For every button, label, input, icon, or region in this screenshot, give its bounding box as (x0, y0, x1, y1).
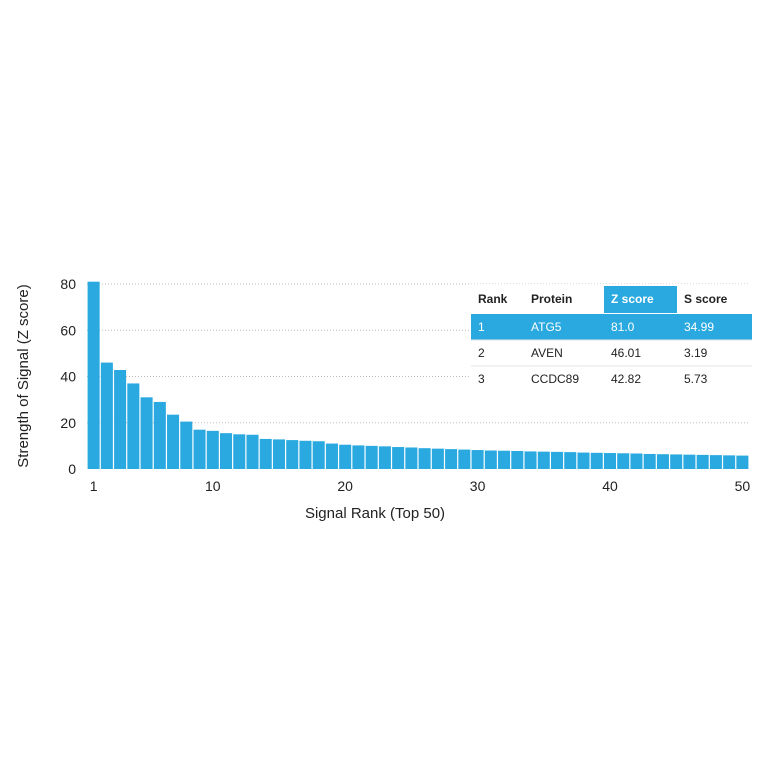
table-cell: 5.73 (684, 372, 708, 386)
x-axis-title: Signal Rank (Top 50) (305, 505, 445, 522)
bar-rank-39 (590, 452, 603, 469)
bar-rank-49 (723, 455, 736, 469)
bar-rank-20 (339, 444, 352, 469)
x-tick-labels: 1 10 20 30 40 50 (90, 478, 751, 494)
bar-rank-21 (352, 445, 365, 469)
top-hits-table: Rank Protein Z score S score 1 ATG5 81.0 34.99 2… (471, 284, 752, 394)
header-highlight (604, 286, 677, 313)
table-cell: 1 (478, 320, 485, 334)
bar-rank-45 (670, 454, 683, 469)
x-tick-label: 1 (90, 478, 98, 494)
bar-rank-47 (696, 454, 709, 469)
bar-rank-12 (233, 434, 246, 469)
bar-rank-36 (551, 451, 564, 469)
table-header-protein: Protein (531, 292, 572, 306)
y-tick-label: 60 (60, 322, 76, 338)
bar-rank-2 (100, 362, 113, 469)
table-cell: AVEN (531, 346, 563, 360)
bar-rank-48 (709, 455, 722, 469)
bar-rank-24 (392, 447, 405, 469)
bar-rank-18 (312, 441, 325, 469)
bar-rank-35 (537, 451, 550, 469)
bar-rank-31 (484, 450, 497, 469)
table-cell: 42.82 (611, 372, 641, 386)
bar-rank-7 (167, 414, 180, 469)
bar-rank-38 (577, 452, 590, 469)
bar-rank-37 (564, 452, 577, 469)
table-header-z-score: Z score (611, 292, 654, 306)
table-cell: 46.01 (611, 346, 641, 360)
bar-rank-5 (140, 397, 153, 469)
bar-rank-44 (656, 454, 669, 469)
bar-rank-10 (206, 430, 219, 469)
x-tick-label: 40 (602, 478, 618, 494)
bar-rank-27 (431, 448, 444, 469)
bar-rank-3 (114, 369, 127, 469)
bar-rank-22 (365, 445, 378, 469)
x-tick-label: 50 (735, 478, 751, 494)
bar-rank-8 (180, 421, 193, 469)
table-cell: 81.0 (611, 320, 635, 334)
table-cell: 34.99 (684, 320, 714, 334)
bar-rank-34 (524, 451, 537, 469)
bar-rank-6 (153, 401, 166, 469)
y-tick-label: 20 (60, 415, 76, 431)
bars (87, 281, 749, 469)
y-tick-label: 0 (68, 461, 76, 477)
bar-rank-42 (630, 453, 643, 469)
table-cell: ATG5 (531, 320, 562, 334)
highlight-row (471, 314, 752, 340)
bar-rank-33 (511, 450, 524, 469)
bar-rank-43 (643, 453, 656, 469)
table-cell: CCDC89 (531, 372, 579, 386)
bar-rank-30 (471, 450, 484, 469)
bar-rank-13 (246, 434, 259, 469)
y-tick-labels: 0 20 40 60 80 (60, 276, 76, 477)
gridlines (87, 283, 749, 424)
bar-rank-11 (220, 433, 233, 469)
bar-rank-25 (405, 447, 418, 469)
bar-rank-50 (736, 455, 749, 469)
y-axis-title: Strength of Signal (Z score) (15, 284, 32, 467)
bar-rank-19 (325, 443, 338, 469)
bar-rank-46 (683, 454, 696, 469)
table-header-rank: Rank (478, 292, 508, 306)
bar-rank-23 (378, 446, 391, 469)
bar-rank-17 (299, 440, 312, 469)
bar-rank-14 (259, 438, 272, 469)
table-cell: 3.19 (684, 346, 708, 360)
bar-rank-9 (193, 429, 206, 469)
x-tick-label: 10 (205, 478, 221, 494)
bar-rank-15 (272, 439, 285, 469)
bar-rank-4 (127, 383, 140, 469)
bar-rank-28 (445, 449, 458, 469)
table-cell: 2 (478, 346, 485, 360)
table-header-s-score: S score (684, 292, 728, 306)
bar-rank-16 (286, 440, 299, 469)
bar-rank-26 (418, 448, 431, 469)
y-tick-label: 40 (60, 369, 76, 385)
bar-rank-41 (617, 453, 630, 469)
x-tick-label: 30 (470, 478, 486, 494)
x-tick-label: 20 (337, 478, 353, 494)
table-cell: 3 (478, 372, 485, 386)
y-tick-label: 80 (60, 276, 76, 292)
bar-rank-40 (603, 453, 616, 469)
bar-rank-29 (458, 449, 471, 469)
bar-rank-1 (87, 281, 100, 469)
bar-rank-32 (498, 450, 511, 469)
